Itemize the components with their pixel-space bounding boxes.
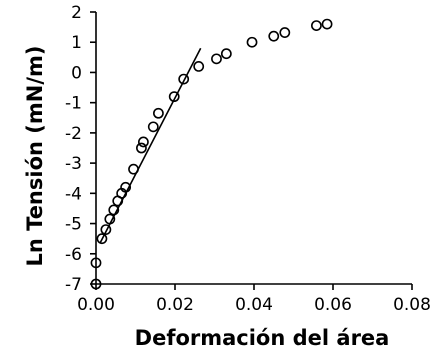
data-point [246,36,258,48]
axes [95,12,412,285]
data-point [137,136,149,148]
data-points [90,18,333,290]
data-point [311,20,322,31]
data-point [90,257,102,269]
data-point [178,73,190,85]
data-point [193,61,205,72]
data-point [153,107,164,119]
data-point [96,233,108,245]
x-tick-label: 0.04 [235,295,273,315]
data-point [321,18,333,30]
data-point [90,278,102,290]
y-tick-label: -2 [65,124,82,144]
data-point [147,121,159,133]
y-tick-label: -5 [65,215,82,235]
y-tick-label: -6 [65,245,82,265]
data-point [211,53,222,65]
y-tick-label: 2 [71,3,82,23]
fit-line [99,47,202,244]
y-tick-label: 0 [71,63,82,83]
y-axis-ticks: -7 -6 -5 -4 -3 -2 -1 0 1 2 [65,3,96,295]
x-tick-label: 0.02 [156,295,194,315]
data-point [104,213,116,225]
data-point [268,30,280,42]
data-point [100,224,112,235]
y-tick-label: -7 [65,275,82,295]
y-tick-label: -3 [65,154,82,174]
y-tick-label: -1 [65,94,82,114]
x-tick-label: 0.08 [393,295,431,315]
data-point [108,204,120,216]
x-axis-ticks: 0.00 0.02 0.04 0.06 0.08 [77,284,431,315]
data-point [279,27,291,38]
y-tick-label: 1 [71,33,82,53]
fit-lines [99,47,202,244]
data-point [128,163,139,175]
data-point [168,91,180,103]
x-axis-title: Deformación del área [135,326,390,350]
data-point [136,142,147,154]
x-tick-label: 0.06 [314,295,352,315]
data-point [220,48,232,60]
data-point [120,181,132,193]
y-axis-title: Ln Tensión (mN/m) [23,46,47,267]
x-tick-label: 0.00 [77,295,115,315]
y-tick-label: -4 [65,184,82,204]
